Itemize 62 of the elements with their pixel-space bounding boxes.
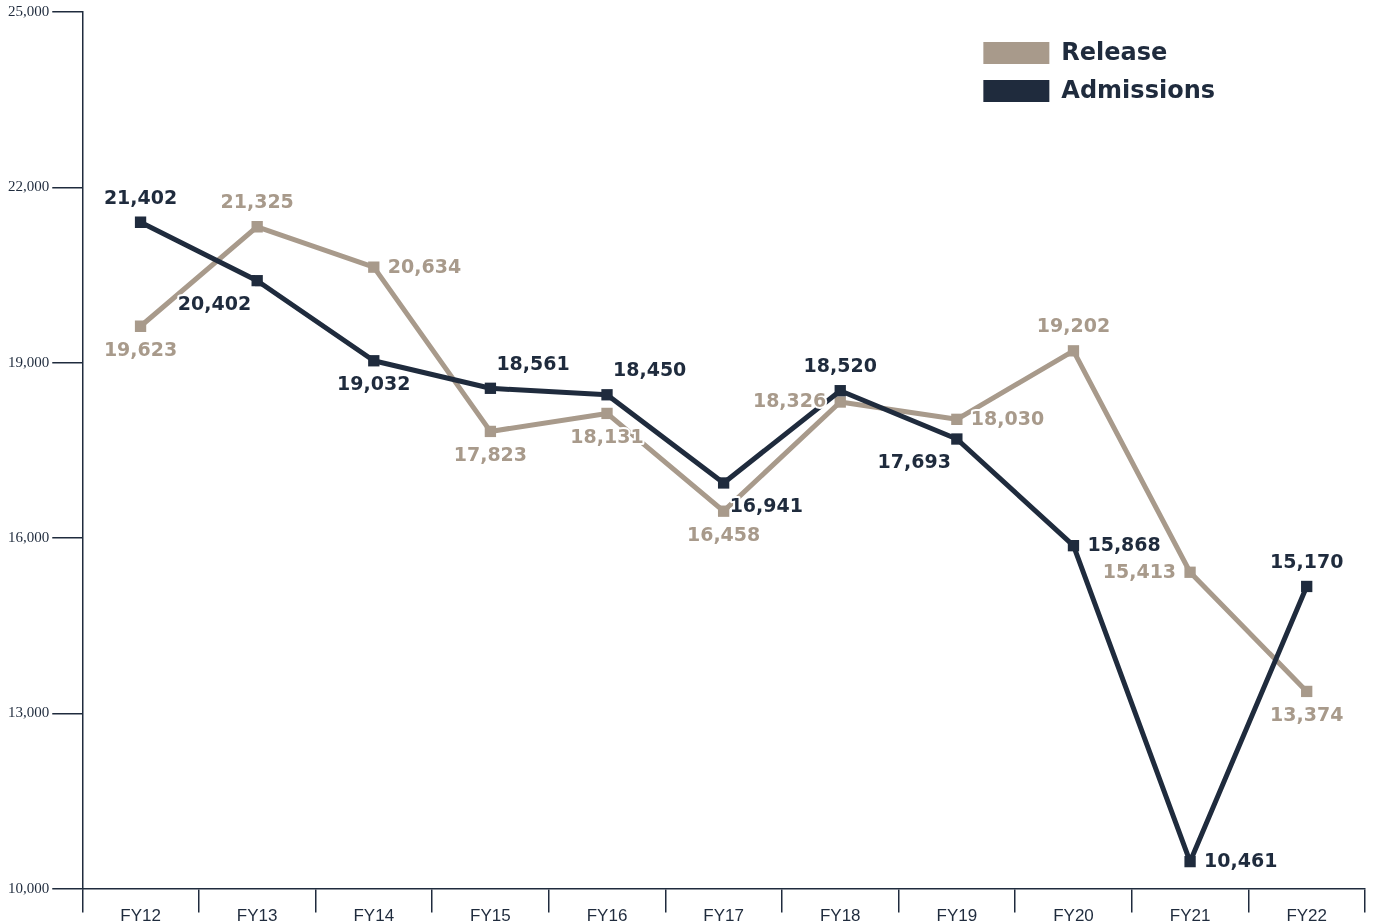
data-label: 16,941 (729, 494, 803, 517)
point (134, 216, 147, 228)
data-label: 15,868 (1087, 533, 1161, 556)
x-tick-label: FY20 (1053, 906, 1094, 921)
x-tick-label: FY19 (936, 906, 978, 921)
data-label: 18,561 (496, 351, 570, 374)
point (368, 261, 380, 273)
data-label: 20,402 (177, 292, 252, 315)
y-tick-label: 10,000 (8, 879, 50, 896)
data-label: 19,032 (337, 372, 411, 395)
point (368, 355, 380, 367)
y-tick-label: 16,000 (8, 528, 50, 545)
point (1067, 540, 1080, 552)
data-label: 19,623 (103, 337, 178, 360)
data-label: 17,693 (877, 450, 951, 473)
legend-label: Release (1061, 38, 1168, 67)
x-tick-label: FY14 (353, 906, 395, 921)
legend-label: Admissions (1061, 76, 1216, 105)
y-tick-label: 22,000 (8, 178, 50, 195)
data-label: 15,170 (1270, 549, 1344, 572)
point (484, 425, 497, 438)
x-tick-label: FY17 (703, 906, 744, 921)
point (251, 221, 263, 233)
point (134, 320, 147, 332)
point (717, 477, 730, 489)
point (1301, 580, 1313, 593)
data-label: 18,030 (970, 406, 1045, 429)
y-tick-label: 13,000 (8, 704, 50, 721)
data-label: 18,450 (613, 358, 687, 381)
data-label: 18,520 (803, 354, 877, 377)
data-label: 20,634 (387, 254, 462, 277)
point (1301, 685, 1313, 698)
data-label: 10,461 (1204, 849, 1278, 872)
data-label: 16,458 (686, 522, 761, 545)
data-label: 13,374 (1270, 702, 1344, 725)
x-tick-label: FY18 (819, 906, 861, 921)
point (484, 382, 497, 394)
point (834, 396, 846, 408)
point (601, 389, 613, 401)
y-tick-label: 25,000 (8, 2, 50, 19)
x-tick-label: FY15 (470, 906, 511, 921)
point (834, 385, 846, 397)
data-label: 18,326 (752, 389, 827, 412)
data-label: 15,413 (1102, 559, 1177, 582)
data-label: 21,402 (103, 185, 178, 208)
point (951, 413, 963, 425)
data-label: 19,202 (1036, 314, 1111, 337)
point (1184, 566, 1196, 578)
y-tick-label: 19,000 (8, 353, 50, 370)
x-tick-label: FY12 (120, 906, 161, 921)
point (951, 433, 963, 445)
x-tick-label: FY16 (586, 906, 628, 921)
data-label: 21,325 (220, 190, 294, 213)
x-tick-label: FY13 (236, 906, 278, 921)
point (601, 407, 613, 420)
point (717, 505, 730, 517)
point (251, 275, 263, 287)
x-tick-label: FY21 (1169, 906, 1211, 921)
point (1184, 856, 1196, 868)
point (1067, 345, 1080, 357)
data-label: 17,823 (453, 442, 528, 465)
x-tick-label: FY22 (1286, 906, 1328, 921)
